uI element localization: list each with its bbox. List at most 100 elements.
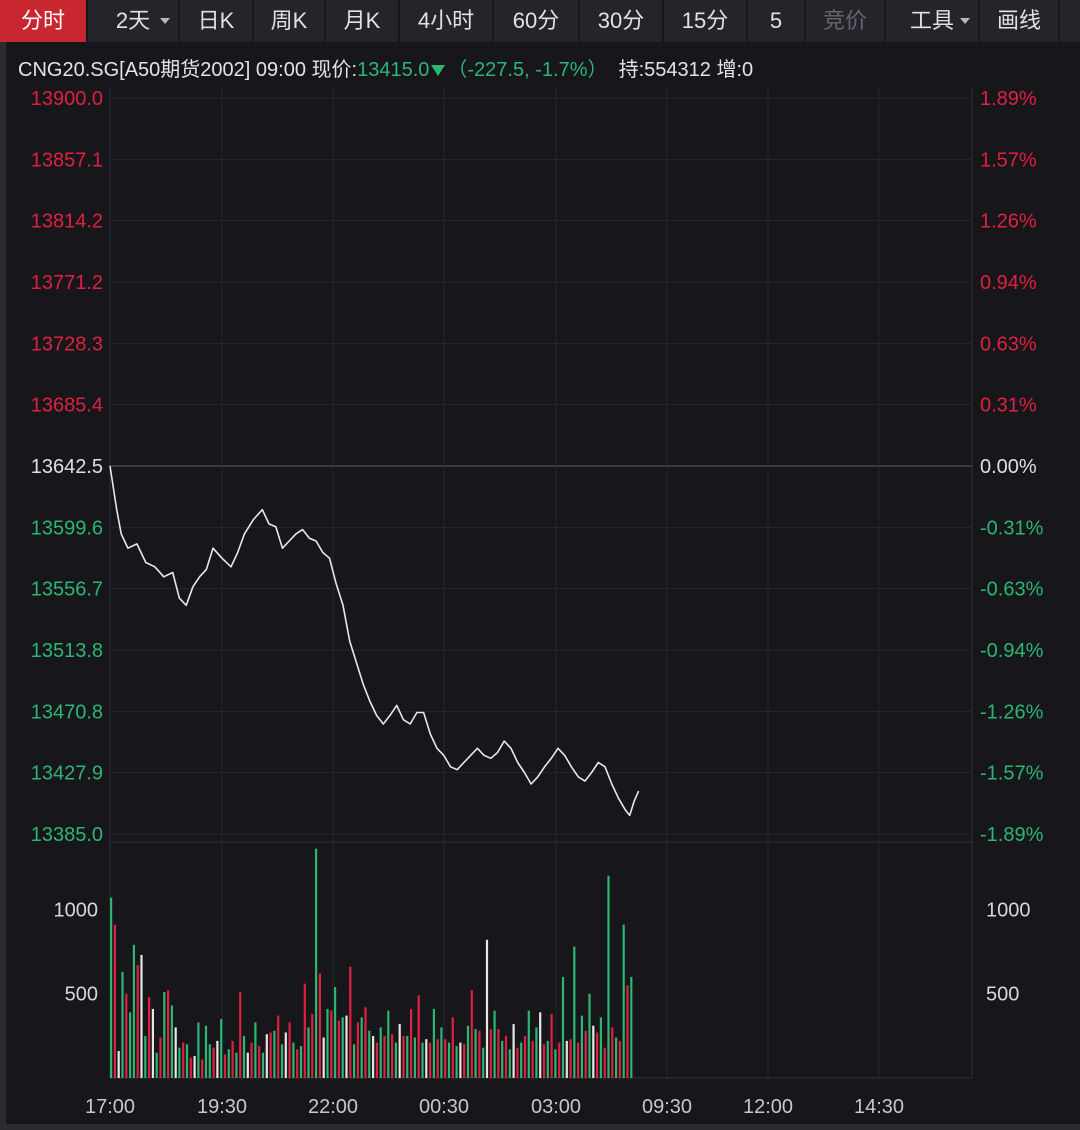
- volume-bar: [182, 1042, 185, 1078]
- tab-5[interactable]: 4小时: [400, 0, 494, 42]
- volume-bar: [125, 993, 128, 1078]
- volume-bar: [425, 1039, 428, 1078]
- quote-time: 09:00: [255, 59, 306, 81]
- volume-bar: [447, 1042, 451, 1078]
- volume-bar: [349, 966, 352, 1078]
- tab-8[interactable]: 15分: [664, 0, 748, 42]
- tab-0[interactable]: 分时: [0, 0, 88, 42]
- tab-1[interactable]: 2天: [88, 0, 180, 42]
- volume-bar: [167, 990, 170, 1078]
- volume-bar: [326, 1008, 329, 1078]
- volume-bar: [269, 1032, 272, 1078]
- time-tick-label: 22:00: [308, 1096, 358, 1118]
- tab-label: 5: [769, 8, 783, 33]
- increase-value: 0: [742, 59, 754, 81]
- price-line: [109, 465, 640, 817]
- volume-bar: [292, 1042, 295, 1078]
- tab-11[interactable]: 工具: [886, 0, 980, 42]
- price-change: -227.5: [467, 59, 525, 81]
- volume-bar: [250, 1042, 253, 1078]
- volume-bar: [497, 1029, 500, 1078]
- volume-bar: [504, 1035, 508, 1078]
- volume-bar: [261, 1052, 265, 1078]
- volume-bar: [398, 1024, 401, 1078]
- tab-label: 15分: [681, 8, 729, 33]
- tab-4[interactable]: 月K: [326, 0, 400, 42]
- grid-lines: [109, 88, 973, 1079]
- time-tick-label: 12:00: [743, 1096, 793, 1118]
- volume-bar: [113, 924, 116, 1078]
- volume-bar: [520, 1042, 523, 1078]
- chevron-down-icon[interactable]: [960, 18, 970, 24]
- percent-tick-label: 1.89%: [980, 88, 1037, 110]
- tab-9[interactable]: 5: [748, 0, 806, 42]
- volume-bar: [372, 1035, 375, 1078]
- volume-bar: [170, 1005, 173, 1078]
- chevron-down-icon[interactable]: [160, 18, 170, 24]
- volume-bar: [527, 1010, 530, 1078]
- volume-bar: [330, 1010, 333, 1078]
- volume-bar: [273, 1030, 276, 1078]
- volume-tick-label-left: 1000: [54, 899, 99, 921]
- volume-bar: [558, 1042, 561, 1078]
- percent-tick-label: -1.26%: [980, 701, 1044, 723]
- volume-bar: [394, 1042, 397, 1078]
- percent-tick-label: 0.31%: [980, 395, 1037, 417]
- volume-bar: [554, 1049, 557, 1078]
- price-tick-label: 13470.8: [31, 701, 103, 723]
- time-tick-label: 03:00: [531, 1096, 581, 1118]
- volume-bar: [227, 1049, 230, 1078]
- volume-bar: [265, 1034, 268, 1078]
- volume-bar: [299, 1046, 303, 1078]
- tab-3[interactable]: 周K: [254, 0, 326, 42]
- increase-label: 增:: [716, 59, 743, 81]
- tab-label: 4小时: [417, 8, 475, 33]
- volume-bar: [550, 1013, 553, 1078]
- price-tick-label: 13900.0: [31, 88, 103, 110]
- volume-bar: [360, 1017, 363, 1078]
- percent-tick-label: 1.57%: [980, 149, 1037, 171]
- volume-bar: [117, 1051, 120, 1078]
- volume-bar: [185, 1044, 189, 1078]
- price-tick-label: 13556.7: [31, 579, 103, 601]
- volume-bar: [630, 976, 633, 1078]
- volume-bar: [159, 1037, 162, 1078]
- down-arrow-icon: [431, 64, 446, 76]
- volume-bar: [523, 1035, 527, 1078]
- percent-tick-label: -1.57%: [980, 763, 1044, 785]
- price-label: 现价:: [311, 59, 358, 81]
- price-tick-label: 13599.6: [31, 517, 103, 539]
- volume-bar: [296, 1049, 299, 1078]
- tab-12[interactable]: 画线: [980, 0, 1060, 42]
- tab-2[interactable]: 日K: [180, 0, 254, 42]
- volume-bar: [584, 1030, 587, 1078]
- volume-bar: [444, 1039, 447, 1078]
- percent-tick-label: 0.94%: [980, 272, 1037, 294]
- volume-bar: [546, 1040, 549, 1078]
- tab-6[interactable]: 60分: [494, 0, 580, 42]
- volume-bar: [474, 1029, 477, 1078]
- volume-bar: [485, 939, 489, 1078]
- volume-bar: [391, 1034, 394, 1078]
- tab-7[interactable]: 30分: [580, 0, 664, 42]
- tab-10[interactable]: 竞价: [806, 0, 886, 42]
- tab-label: 2天: [115, 8, 151, 33]
- volume-bar: [220, 1019, 223, 1078]
- volume-bar: [284, 1032, 287, 1078]
- current-price: 13415.0: [357, 59, 430, 81]
- volume-bar: [410, 1008, 413, 1078]
- volume-bar: [307, 1027, 310, 1078]
- volume-bar: [493, 1010, 496, 1078]
- price-tick-label: 13728.3: [31, 333, 103, 355]
- open-interest-value: 554312: [644, 59, 711, 81]
- tab-label: 60分: [512, 8, 560, 33]
- volume-bar: [318, 973, 321, 1078]
- volume-bar: [132, 944, 135, 1078]
- volume-bar: [231, 1040, 234, 1078]
- volume-axis: 1000 1000 500 500: [54, 899, 1031, 1005]
- time-tick-label: 19:30: [197, 1096, 247, 1118]
- volume-bar: [189, 1057, 192, 1078]
- volume-bar: [254, 1022, 257, 1078]
- percent-tick-label: -1.89%: [980, 824, 1044, 846]
